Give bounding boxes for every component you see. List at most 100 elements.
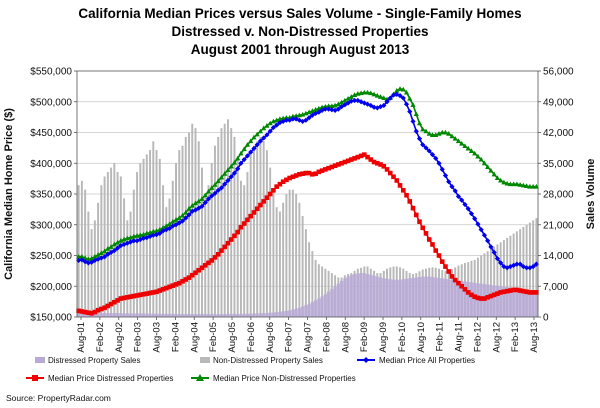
legend-marker [363, 357, 369, 363]
median-price-distressed-properties-point [105, 303, 111, 309]
median-price-distressed-properties-point [183, 277, 189, 282]
median-price-distressed-properties-point [280, 179, 286, 184]
median-price-distressed-properties-point [157, 288, 163, 293]
median-price-all-properties-point [261, 135, 267, 141]
median-price-distressed-properties-point [245, 217, 250, 223]
median-price-all-properties-point [238, 160, 244, 166]
distressed-sales-bar [395, 279, 399, 317]
legend-swatch [200, 357, 210, 363]
median-price-all-properties-point [264, 132, 270, 138]
median-price-non-distressed-properties-point [407, 95, 413, 101]
distressed-sales-bar [443, 278, 448, 317]
median-price-all-properties-point [400, 95, 406, 101]
distressed-sales-bar [236, 313, 240, 317]
median-price-all-properties-point [283, 117, 289, 123]
non-distressed-sales-bar [207, 185, 210, 317]
median-price-all-properties-point [413, 128, 419, 134]
non-distressed-sales-bar [136, 172, 139, 317]
x-tick-label: Aug-09 [378, 322, 389, 353]
median-price-all-properties-point [494, 255, 501, 262]
legend-label: Median Price All Properties [379, 356, 475, 365]
median-price-non-distressed-properties-point [394, 87, 400, 93]
non-distressed-sales-bar [230, 128, 233, 317]
non-distressed-sales-bar [243, 185, 246, 317]
median-price-all-properties-point [429, 152, 436, 158]
median-price-distressed-properties-point [449, 274, 455, 279]
distressed-sales-bar [109, 313, 113, 317]
median-price-non-distressed-properties-point [79, 254, 85, 259]
chart-title-line-2: Distressed v. Non-Distressed Properties [171, 24, 428, 39]
y2-axis-title: Sales Volume [585, 159, 597, 230]
median-price-non-distressed-properties-point [335, 101, 341, 107]
median-price-all-properties-point [371, 104, 377, 110]
distressed-sales-bar [326, 291, 331, 317]
distressed-sales-bar [112, 313, 116, 317]
distressed-sales-bar [281, 311, 285, 317]
median-price-non-distressed-properties-point [166, 221, 173, 227]
median-price-distressed-properties-point [374, 160, 380, 166]
distressed-sales-bar [138, 313, 142, 317]
median-price-distressed-properties-point [167, 284, 172, 290]
median-price-distressed-properties-point [199, 265, 205, 271]
distressed-sales-bar [193, 314, 198, 317]
median-price-non-distressed-properties-point [491, 171, 497, 177]
non-distressed-sales-bar [126, 220, 129, 317]
distressed-sales-bar [512, 288, 516, 317]
median-price-non-distressed-properties-point [452, 135, 458, 141]
non-distressed-sales-bar [522, 226, 525, 317]
median-price-non-distressed-properties-point [160, 225, 166, 230]
x-tick-label: Aug-11 [454, 322, 465, 352]
median-price-distressed-properties-point [170, 283, 176, 288]
median-price-distressed-properties-point [319, 168, 325, 173]
median-price-non-distressed-properties-point [420, 126, 426, 132]
median-price-non-distressed-properties-point [309, 108, 315, 113]
median-price-all-properties-point [498, 260, 504, 266]
distressed-sales-bar [265, 313, 269, 317]
median-price-distressed-properties-point [225, 240, 231, 246]
non-distressed-sales-bar [236, 158, 239, 317]
distressed-sales-bar [372, 275, 376, 317]
distressed-sales-bar [161, 313, 165, 317]
median-price-all-properties-point [439, 166, 445, 172]
left-tick-label: $550,000 [30, 67, 72, 78]
distressed-sales-bar [417, 277, 422, 317]
distressed-sales-bar [375, 276, 379, 317]
non-distressed-sales-bar [493, 246, 496, 317]
median-price-all-properties-point [452, 188, 458, 194]
median-price-non-distressed-properties-point [218, 174, 225, 180]
distressed-sales-bar [362, 273, 366, 317]
median-price-distressed-properties-point [517, 288, 523, 293]
median-price-non-distressed-properties-point [485, 164, 491, 169]
median-price-distressed-properties-point [271, 188, 276, 193]
legend-marker [32, 375, 38, 381]
median-price-all-properties-point [270, 124, 277, 131]
distressed-sales-bar [456, 280, 461, 317]
median-price-all-properties-point [335, 106, 341, 112]
median-price-non-distressed-properties-point [498, 177, 504, 183]
median-price-distressed-properties-point [131, 293, 137, 299]
median-price-distressed-properties-point [290, 174, 296, 180]
median-price-all-properties-point [459, 197, 465, 203]
distressed-sales-bar [219, 314, 224, 317]
distressed-sales-bar [275, 312, 279, 317]
legend-label: Median Price Non-Distressed Properties [213, 374, 356, 383]
median-price-all-properties-point [491, 249, 497, 256]
distressed-sales-bar [339, 280, 344, 317]
non-distressed-sales-bar [535, 218, 538, 317]
non-distressed-sales-bar [308, 242, 311, 317]
median-price-non-distressed-properties-point [524, 183, 530, 189]
non-distressed-sales-bar [259, 136, 262, 317]
median-price-non-distressed-properties-point [264, 123, 270, 128]
median-price-distressed-properties-point [495, 291, 500, 296]
median-price-distressed-properties-point [485, 295, 490, 300]
distressed-sales-bar [391, 279, 396, 317]
median-price-non-distressed-properties-point [215, 178, 221, 184]
median-price-all-properties-point [416, 136, 423, 142]
median-price-all-properties-point [202, 200, 208, 206]
median-price-distressed-properties-point [150, 290, 156, 295]
non-distressed-sales-bar [188, 132, 190, 317]
distressed-sales-bar [404, 278, 409, 317]
median-price-distressed-properties-point [144, 291, 150, 296]
median-price-non-distressed-properties-point [95, 252, 101, 257]
median-price-all-properties-point [179, 218, 186, 224]
